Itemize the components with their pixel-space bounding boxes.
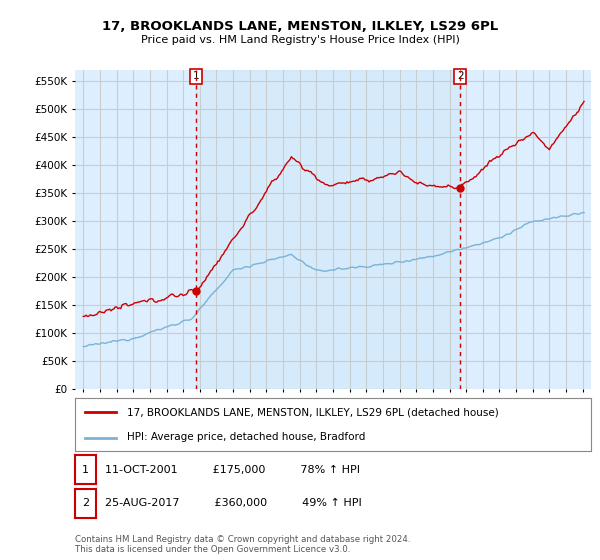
Bar	[196, 70, 460, 389]
Text: 17, BROOKLANDS LANE, MENSTON, ILKLEY, LS29 6PL (detached house): 17, BROOKLANDS LANE, MENSTON, ILKLEY, LS…	[127, 408, 499, 418]
Text: 11-OCT-2001          £175,000          78% ↑ HPI: 11-OCT-2001 £175,000 78% ↑ HPI	[105, 465, 360, 475]
Text: Contains HM Land Registry data © Crown copyright and database right 2024.
This d: Contains HM Land Registry data © Crown c…	[75, 535, 410, 554]
Text: 25-AUG-2017          £360,000          49% ↑ HPI: 25-AUG-2017 £360,000 49% ↑ HPI	[105, 498, 362, 508]
Text: 2: 2	[457, 71, 464, 81]
Text: Price paid vs. HM Land Registry's House Price Index (HPI): Price paid vs. HM Land Registry's House …	[140, 35, 460, 45]
Text: 1: 1	[82, 465, 89, 475]
Text: 17, BROOKLANDS LANE, MENSTON, ILKLEY, LS29 6PL: 17, BROOKLANDS LANE, MENSTON, ILKLEY, LS…	[102, 20, 498, 32]
Text: 2: 2	[82, 498, 89, 508]
Text: HPI: Average price, detached house, Bradford: HPI: Average price, detached house, Brad…	[127, 432, 365, 442]
Text: 1: 1	[193, 71, 200, 81]
